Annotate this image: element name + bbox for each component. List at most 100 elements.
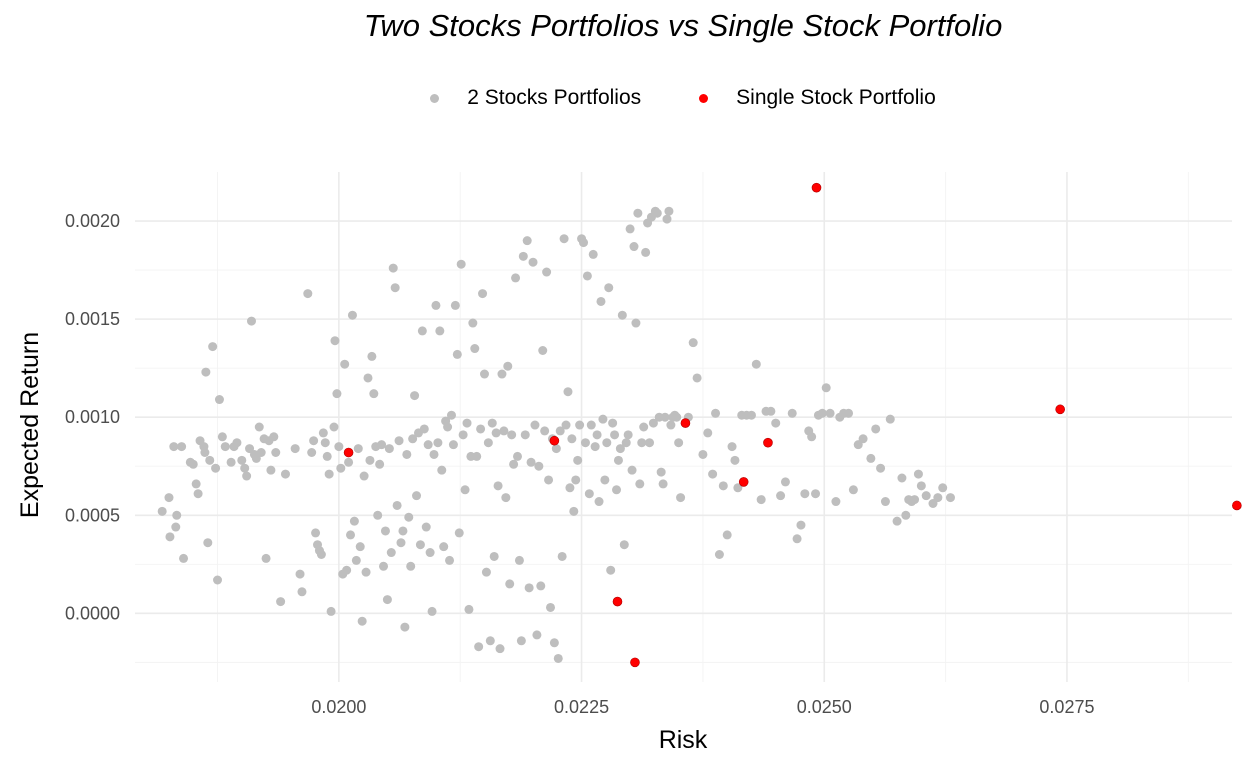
two-stock-portfolio-point — [330, 336, 340, 346]
two-stock-portfolio-point — [203, 538, 213, 548]
two-stock-portfolio-point — [470, 344, 480, 354]
two-stock-portfolio-point — [608, 418, 618, 428]
two-stock-portfolio-point — [514, 555, 524, 565]
x-axis-ticks: 0.0200 0.0225 0.0250 0.0275 — [311, 697, 1094, 717]
two-stock-portfolio-point — [660, 412, 670, 422]
two-stock-portfolio-point — [271, 448, 281, 457]
two-stock-portfolio-point — [623, 430, 633, 440]
two-stock-portfolio-point — [379, 561, 389, 571]
legend: 2 Stocks Portfolios Single Stock Portfol… — [0, 86, 1248, 110]
two-stock-portfolio-point — [394, 436, 404, 446]
two-stock-portfolio-point — [485, 636, 495, 646]
two-stock-portfolio-point — [573, 455, 583, 465]
two-stock-portfolio-point — [897, 473, 907, 483]
two-stock-portfolio-point — [226, 457, 236, 467]
two-stock-portfolio-point — [522, 236, 532, 246]
two-stock-portfolio-point — [269, 432, 279, 442]
two-stock-portfolio-point — [468, 318, 478, 328]
two-stock-portfolio-point — [598, 414, 608, 424]
two-stock-portfolio-point — [811, 489, 821, 499]
two-stock-portfolio-point — [507, 430, 517, 440]
two-stock-portfolio-point — [876, 463, 886, 473]
two-stock-portfolio-point — [524, 583, 534, 593]
two-stock-portfolio-point — [419, 424, 429, 434]
two-stock-portfolio-point — [458, 430, 468, 440]
two-stock-portfolio-point — [718, 481, 728, 491]
two-stock-portfolio-point — [417, 326, 427, 336]
two-stock-portfolio-point — [528, 257, 538, 267]
two-stock-portfolio-point — [261, 553, 271, 563]
two-stock-portfolio-point — [503, 361, 513, 371]
two-stock-portfolio-point — [201, 367, 211, 377]
two-stock-portfolio-point — [610, 430, 620, 440]
two-stock-portfolio-point — [464, 604, 474, 614]
y-tick-label: 0.0010 — [65, 407, 120, 427]
two-stock-portfolio-point — [164, 493, 174, 503]
single-stock-portfolio-point — [630, 657, 640, 668]
two-stock-portfolio-point — [512, 451, 522, 461]
two-stock-portfolio-point — [648, 418, 658, 428]
two-stock-portfolio-point — [435, 326, 445, 336]
two-stock-portfolio-point — [388, 263, 398, 273]
two-stock-portfolio-point — [365, 455, 375, 465]
two-stock-portfolio-point — [563, 387, 573, 397]
two-stock-portfolio-point — [303, 289, 313, 299]
two-stock-portfolio-point — [703, 428, 713, 438]
two-stock-portfolio-point — [844, 408, 854, 418]
single-stock-portfolio-point — [763, 437, 773, 448]
two-stock-portfolio-point — [165, 532, 175, 542]
two-stock-portfolio-point — [711, 408, 721, 418]
two-stock-portfolio-point — [214, 395, 224, 405]
two-stock-portfolio-point — [400, 622, 410, 632]
x-tick-label: 0.0200 — [311, 697, 366, 717]
two-stock-portfolio-point — [353, 444, 363, 454]
two-stock-portfolio-point — [858, 434, 868, 444]
two-stock-portfolio-point — [256, 448, 266, 457]
two-stock-portfolio-point — [602, 438, 612, 448]
two-stock-portfolio-point — [619, 540, 629, 550]
two-stock-portfolio-point — [780, 477, 790, 487]
two-stock-portfolio-point — [406, 561, 416, 571]
two-stock-portfolio-point — [733, 483, 743, 493]
two-stock-portfolio-point — [431, 300, 441, 310]
two-stock-portfolio-point — [825, 408, 835, 418]
two-stock-portfolio-point — [191, 479, 201, 489]
y-axis-ticks: 0.0000 0.0005 0.0010 0.0015 0.0020 — [65, 211, 120, 623]
two-stock-portfolio-point — [639, 422, 649, 432]
two-stock-portfolio-point — [452, 349, 462, 359]
single-stock-portfolio-point — [612, 596, 623, 607]
two-stock-portfolio-point — [561, 420, 571, 430]
two-stock-portfolio-point — [439, 542, 449, 552]
two-stock-portfolio-point — [276, 597, 286, 607]
two-stock-portfolio-point — [580, 438, 590, 448]
two-stock-portfolio-point — [551, 444, 561, 454]
two-stock-portfolio-point — [666, 420, 676, 430]
two-stock-portfolio-point — [698, 449, 708, 459]
two-stock-portfolio-point — [916, 481, 926, 491]
two-stock-portfolio-point — [751, 359, 761, 369]
two-stock-portfolio-point — [910, 495, 920, 505]
two-stock-portfolio-point — [481, 567, 491, 577]
two-stock-portfolio-point — [722, 530, 732, 540]
two-stock-portfolio-point — [625, 224, 635, 234]
two-stock-portfolio-point — [377, 440, 387, 450]
single-stock-portfolio-point — [549, 435, 560, 446]
single-stock-portfolio-point — [680, 418, 691, 428]
two-stock-portfolio-point — [938, 483, 948, 493]
two-stock-portfolio-point — [433, 438, 443, 448]
two-stock-portfolio-point — [349, 516, 359, 526]
two-stock-portfolio-point — [586, 420, 596, 430]
two-stock-portfolio-point — [443, 422, 453, 432]
two-stock-portfolio-point — [871, 424, 881, 434]
two-stock-portfolio-point — [193, 489, 203, 499]
two-stock-portfolio-point — [569, 506, 579, 516]
two-stock-portfolio-point — [821, 383, 831, 393]
two-stock-portfolio-point — [579, 238, 589, 248]
two-stock-portfolio-point — [332, 389, 342, 399]
two-stock-portfolio-point — [489, 551, 499, 561]
two-stock-portfolio-point — [311, 528, 321, 538]
two-stock-portfolio-point — [645, 438, 655, 448]
x-tick-label: 0.0275 — [1039, 697, 1094, 717]
two-stock-portfolio-point — [309, 436, 319, 446]
two-stock-portfolio-point — [454, 528, 464, 538]
